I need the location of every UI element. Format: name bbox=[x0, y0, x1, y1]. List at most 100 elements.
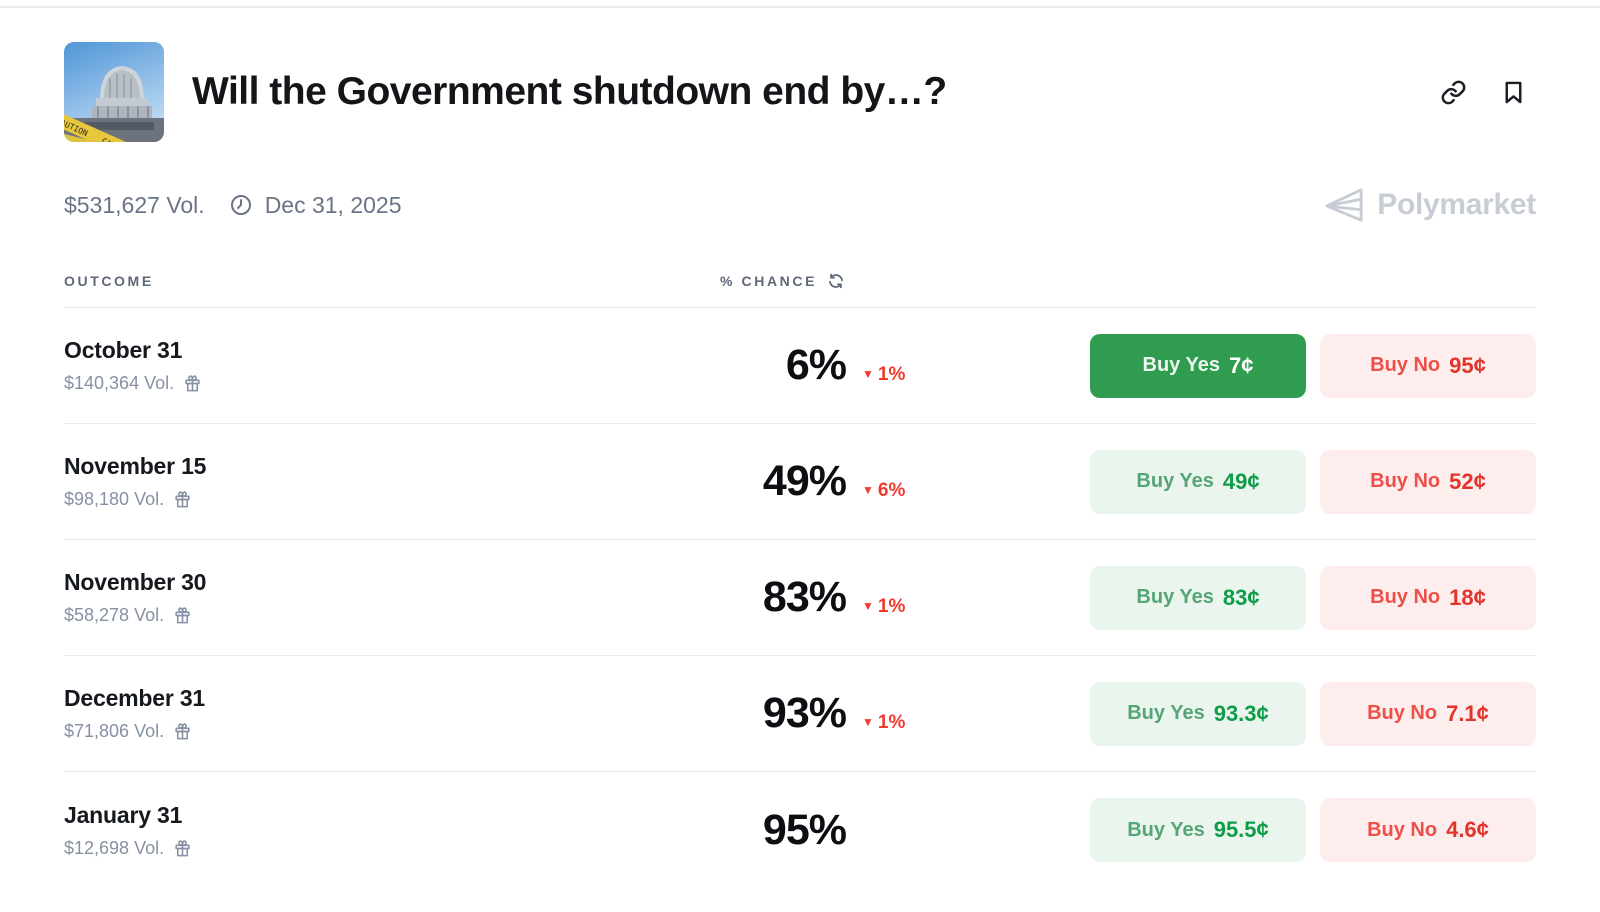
down-triangle-icon: ▼ bbox=[862, 715, 874, 729]
chance-delta: ▼ 1% bbox=[862, 712, 905, 734]
buy-yes-button[interactable]: Buy Yes 7¢ bbox=[1090, 333, 1306, 398]
polymarket-embed: CAUTIONCAUTION Will the Government shutd… bbox=[0, 42, 1600, 888]
chance-value: 95% bbox=[762, 805, 847, 854]
chance-delta: ▼ 1% bbox=[862, 364, 905, 386]
buy-yes-button[interactable]: Buy Yes 95.5¢ bbox=[1090, 798, 1306, 862]
outcome-cell: November 15 $98,180 Vol. bbox=[64, 453, 706, 510]
delta-value: 1% bbox=[877, 596, 906, 617]
clock-icon bbox=[230, 195, 251, 215]
buy-no-label: Buy No bbox=[1370, 586, 1441, 608]
chance-cell: 83% ▼ 1% bbox=[706, 573, 1090, 622]
gift-icon bbox=[175, 723, 190, 740]
delta-value: 1% bbox=[877, 364, 906, 385]
outcome-name: November 15 bbox=[64, 453, 207, 479]
gift-icon bbox=[185, 375, 200, 392]
outcome-volume: $58,278 Vol. bbox=[64, 605, 706, 626]
buy-no-label: Buy No bbox=[1370, 354, 1441, 376]
market-header: CAUTIONCAUTION Will the Government shutd… bbox=[64, 42, 1536, 142]
end-date: Dec 31, 2025 bbox=[264, 191, 402, 218]
chance-column-header: % CHANCE bbox=[706, 272, 1090, 290]
outcome-volume: $71,806 Vol. bbox=[64, 721, 706, 742]
gift-icon bbox=[175, 839, 190, 856]
chance-value: 83% bbox=[762, 573, 847, 621]
buy-yes-price: 83¢ bbox=[1222, 584, 1260, 610]
outcome-name: October 31 bbox=[64, 337, 183, 363]
table-header: OUTCOME % CHANCE bbox=[64, 272, 1536, 308]
market-title: Will the Government shutdown end by…? bbox=[192, 70, 947, 113]
chance-delta: ▼ 6% bbox=[862, 480, 905, 502]
buy-yes-button[interactable]: Buy Yes 83¢ bbox=[1090, 565, 1306, 630]
buy-yes-price: 93.3¢ bbox=[1213, 700, 1269, 726]
outcome-cell: December 31 $71,806 Vol. bbox=[64, 685, 706, 742]
down-triangle-icon: ▼ bbox=[862, 367, 874, 381]
delta-value: 6% bbox=[877, 480, 906, 501]
volume-total: $531,627 Vol. bbox=[64, 191, 205, 218]
buy-no-button[interactable]: Buy No 4.6¢ bbox=[1320, 798, 1536, 862]
buy-no-button[interactable]: Buy No 95¢ bbox=[1320, 333, 1536, 398]
outcome-volume-text: $12,698 Vol. bbox=[64, 837, 165, 858]
buy-no-price: 18¢ bbox=[1449, 584, 1486, 610]
buy-yes-label: Buy Yes bbox=[1142, 354, 1220, 376]
polymarket-logo-icon bbox=[1325, 188, 1363, 222]
buy-no-price: 7.1¢ bbox=[1446, 700, 1489, 726]
outcome-row-january-31: January 31 $12,698 Vol. 95% Buy Yes 95.5… bbox=[64, 772, 1536, 888]
chance-value: 93% bbox=[762, 689, 847, 737]
buy-no-button[interactable]: Buy No 52¢ bbox=[1320, 449, 1536, 514]
trade-buttons: Buy Yes 83¢ Buy No 18¢ bbox=[1090, 565, 1536, 630]
polymarket-logo[interactable]: Polymarket bbox=[1323, 186, 1536, 224]
outcome-row-october-31: October 31 $140,364 Vol. 6% ▼ 1% Buy Yes… bbox=[64, 308, 1536, 424]
meta-left: $531,627 Vol. Dec 31, 2025 bbox=[64, 192, 1323, 219]
polymarket-logo-text: Polymarket bbox=[1377, 188, 1536, 221]
outcome-volume: $98,180 Vol. bbox=[64, 489, 706, 510]
outcome-volume-text: $71,806 Vol. bbox=[64, 721, 165, 741]
gift-icon bbox=[175, 607, 190, 624]
refresh-icon[interactable] bbox=[827, 272, 845, 290]
buy-no-button[interactable]: Buy No 18¢ bbox=[1320, 565, 1536, 630]
bookmark-icon[interactable] bbox=[1498, 77, 1528, 107]
buy-no-price: 52¢ bbox=[1449, 468, 1486, 494]
delta-value: 1% bbox=[877, 712, 906, 733]
buy-yes-label: Buy Yes bbox=[1136, 586, 1214, 608]
buy-no-label: Buy No bbox=[1367, 818, 1438, 841]
buy-yes-price: 49¢ bbox=[1222, 468, 1260, 494]
outcome-cell: November 30 $58,278 Vol. bbox=[64, 569, 706, 626]
trade-buttons: Buy Yes 49¢ Buy No 52¢ bbox=[1090, 449, 1536, 514]
chance-cell: 49% ▼ 6% bbox=[706, 457, 1090, 506]
buy-no-label: Buy No bbox=[1367, 702, 1438, 724]
buy-yes-label: Buy Yes bbox=[1127, 702, 1205, 724]
buy-no-price: 4.6¢ bbox=[1446, 817, 1489, 842]
chance-value: 6% bbox=[785, 341, 847, 389]
top-divider bbox=[0, 0, 1600, 8]
buy-yes-button[interactable]: Buy Yes 93.3¢ bbox=[1090, 681, 1306, 746]
outcome-volume: $140,364 Vol. bbox=[64, 373, 706, 394]
copy-link-icon[interactable] bbox=[1438, 77, 1468, 107]
outcome-row-november-30: November 30 $58,278 Vol. 83% ▼ 1% Buy Ye… bbox=[64, 540, 1536, 656]
buy-yes-price: 95.5¢ bbox=[1213, 817, 1269, 842]
outcome-volume-text: $140,364 Vol. bbox=[64, 373, 175, 393]
market-meta: $531,627 Vol. Dec 31, 2025 Polymarket bbox=[64, 186, 1536, 224]
buy-no-price: 95¢ bbox=[1449, 352, 1486, 378]
buy-yes-button[interactable]: Buy Yes 49¢ bbox=[1090, 449, 1306, 514]
buy-yes-price: 7¢ bbox=[1228, 352, 1254, 378]
buy-yes-label: Buy Yes bbox=[1127, 818, 1205, 841]
outcome-row-december-31: December 31 $71,806 Vol. 93% ▼ 1% Buy Ye… bbox=[64, 656, 1536, 772]
chance-cell: 6% ▼ 1% bbox=[706, 341, 1090, 390]
outcome-name: December 31 bbox=[64, 685, 205, 711]
outcome-cell: October 31 $140,364 Vol. bbox=[64, 337, 706, 394]
buy-no-label: Buy No bbox=[1370, 470, 1441, 492]
header-actions bbox=[1438, 77, 1528, 107]
outcome-volume: $12,698 Vol. bbox=[64, 838, 706, 859]
outcome-cell: January 31 $12,698 Vol. bbox=[64, 802, 706, 859]
market-thumbnail-capitol-image: CAUTIONCAUTION bbox=[64, 42, 164, 142]
buy-yes-label: Buy Yes bbox=[1136, 470, 1214, 492]
outcome-row-november-15: November 15 $98,180 Vol. 49% ▼ 6% Buy Ye… bbox=[64, 424, 1536, 540]
trade-buttons: Buy Yes 95.5¢ Buy No 4.6¢ bbox=[1090, 798, 1536, 862]
down-triangle-icon: ▼ bbox=[862, 483, 874, 497]
buy-no-button[interactable]: Buy No 7.1¢ bbox=[1320, 681, 1536, 746]
trade-buttons: Buy Yes 7¢ Buy No 95¢ bbox=[1090, 333, 1536, 398]
chance-delta: ▼ 1% bbox=[862, 596, 905, 618]
outcome-name: November 30 bbox=[64, 569, 207, 595]
trade-buttons: Buy Yes 93.3¢ Buy No 7.1¢ bbox=[1090, 681, 1536, 746]
down-triangle-icon: ▼ bbox=[862, 599, 874, 613]
gift-icon bbox=[175, 491, 190, 508]
